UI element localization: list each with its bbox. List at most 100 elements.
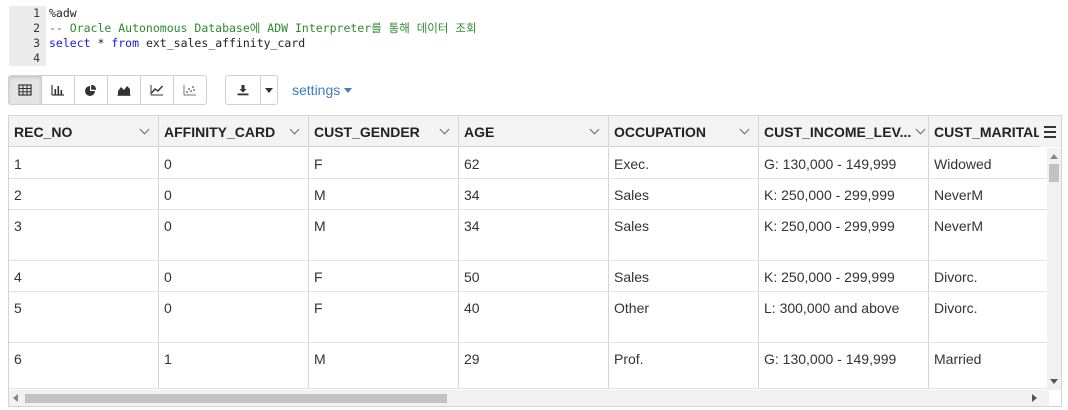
scroll-down-icon[interactable] [1050,379,1058,384]
cell-age: 62 [459,148,609,178]
cell-age: 29 [459,343,609,388]
cell-occupation: Sales [609,179,759,209]
scatter-chart-icon [183,85,196,96]
cell-affinity-card: 1 [159,343,309,388]
code-fragment: ext_sales_affinity_card [139,36,306,50]
chevron-down-icon[interactable] [439,124,450,135]
cell-marital: NeverM [934,187,984,203]
code-editor[interactable]: 1 %adw 2 -- Oracle Autonomous Database에 … [9,6,1059,66]
column-label: CUST_GENDER [314,123,420,140]
cell-cust-gender: F [309,148,459,178]
table-icon [18,84,32,96]
settings-label: settings [292,82,341,98]
chevron-down-icon[interactable] [139,124,150,135]
table-row[interactable]: 6 1 M 29 Prof. G: 130,000 - 149,999 Marr… [9,343,1049,389]
keyword-select: select [49,36,91,50]
cell-rec-no: 3 [9,210,159,260]
download-group [225,75,278,105]
column-header-affinity-card[interactable]: AFFINITY_CARD [159,116,309,147]
line-number: 3 [9,36,46,51]
cell-affinity-card: 0 [159,210,309,260]
table-row[interactable]: 5 0 F 40 Other L: 300,000 and above Divo… [9,292,1049,343]
table-view-button[interactable] [8,75,42,105]
cell-rec-no: 6 [9,343,159,388]
pie-chart-view-button[interactable] [74,75,108,105]
vertical-scrollbar[interactable] [1047,148,1061,390]
cell-affinity-card: 0 [159,292,309,342]
cell-income-level: K: 250,000 - 299,999 [759,179,929,209]
cell-rec-no: 5 [9,292,159,342]
code-fragment: * [90,36,112,50]
cell-age: 50 [459,261,609,291]
result-toolbar: settings [8,75,353,105]
horizontal-scrollbar[interactable] [9,390,1049,406]
line-number: 4 [9,51,46,66]
scatter-chart-view-button[interactable] [173,75,207,105]
scroll-right-icon[interactable] [1032,394,1037,402]
chevron-down-icon[interactable] [915,124,926,135]
code-comment: -- Oracle Autonomous Database에 ADW Inter… [49,21,477,35]
table-row[interactable]: 3 0 M 34 Sales K: 250,000 - 299,999 Neve… [9,210,1049,261]
code-line: 2 -- Oracle Autonomous Database에 ADW Int… [9,21,1059,36]
cell-occupation: Other [609,292,759,342]
code-line: 1 %adw [9,6,1059,21]
cell-rec-no: 2 [9,179,159,209]
cell-income-level: L: 300,000 and above [759,292,929,342]
column-label: AFFINITY_CARD [164,123,276,140]
column-label: CUST_INCOME_LEV... [764,123,912,140]
cell-age: 34 [459,210,609,260]
column-header-rec-no[interactable]: REC_NO [9,116,159,147]
column-label: OCCUPATION [614,123,707,140]
line-chart-icon [150,85,164,96]
grid-menu-icon[interactable] [1039,116,1061,147]
chevron-down-icon[interactable] [589,124,600,135]
column-header-cust-gender[interactable]: CUST_GENDER [309,116,459,147]
cell-occupation: Prof. [609,343,759,388]
cell-cust-gender: M [309,343,459,388]
cell-marital: Divorc. [934,300,978,316]
code-line: 4 [9,51,1059,66]
results-grid: REC_NO AFFINITY_CARD CUST_GENDER AGE OCC… [8,115,1062,407]
cell-cust-gender: M [309,179,459,209]
download-options-button[interactable] [260,75,278,105]
area-chart-view-button[interactable] [107,75,141,105]
cell-income-level: G: 130,000 - 149,999 [759,148,929,178]
scroll-thumb[interactable] [25,394,447,403]
column-header-cust-marital[interactable]: CUST_MARITAL [929,116,1061,147]
cell-occupation: Exec. [609,148,759,178]
cell-marital: NeverM [934,218,984,234]
column-header-age[interactable]: AGE [459,116,609,147]
settings-dropdown[interactable]: settings [292,82,353,98]
cell-cust-gender: M [309,210,459,260]
keyword-from: from [111,36,140,50]
scroll-thumb[interactable] [1049,164,1059,182]
table-row[interactable]: 2 0 M 34 Sales K: 250,000 - 299,999 Neve… [9,179,1049,210]
cell-cust-gender: F [309,261,459,291]
scroll-up-icon[interactable] [1050,154,1058,159]
cell-affinity-card: 0 [159,179,309,209]
column-label: AGE [464,123,495,140]
scroll-left-icon[interactable] [13,394,18,402]
chevron-down-icon[interactable] [739,124,750,135]
chevron-down-icon [344,87,353,93]
column-header-cust-income-level[interactable]: CUST_INCOME_LEV... [759,116,929,147]
table-row[interactable]: 1 0 F 62 Exec. G: 130,000 - 149,999 Wido… [9,148,1049,179]
chevron-down-icon[interactable] [289,124,300,135]
cell-marital: Divorc. [934,269,978,285]
cell-rec-no: 4 [9,261,159,291]
column-header-occupation[interactable]: OCCUPATION [609,116,759,147]
cell-age: 40 [459,292,609,342]
bar-chart-view-button[interactable] [41,75,75,105]
chevron-down-icon [265,87,273,93]
cell-income-level: K: 250,000 - 299,999 [759,210,929,260]
line-number: 2 [9,21,46,36]
pie-chart-icon [85,84,97,96]
column-label: CUST_MARITAL [934,123,1042,140]
download-button[interactable] [225,75,261,105]
line-chart-view-button[interactable] [140,75,174,105]
cell-marital: Widowed [934,156,992,172]
table-row[interactable]: 4 0 F 50 Sales K: 250,000 - 299,999 Divo… [9,261,1049,292]
code-line: 3 select * from ext_sales_affinity_card [9,36,1059,51]
cell-rec-no: 1 [9,148,159,178]
column-label: REC_NO [14,123,73,140]
